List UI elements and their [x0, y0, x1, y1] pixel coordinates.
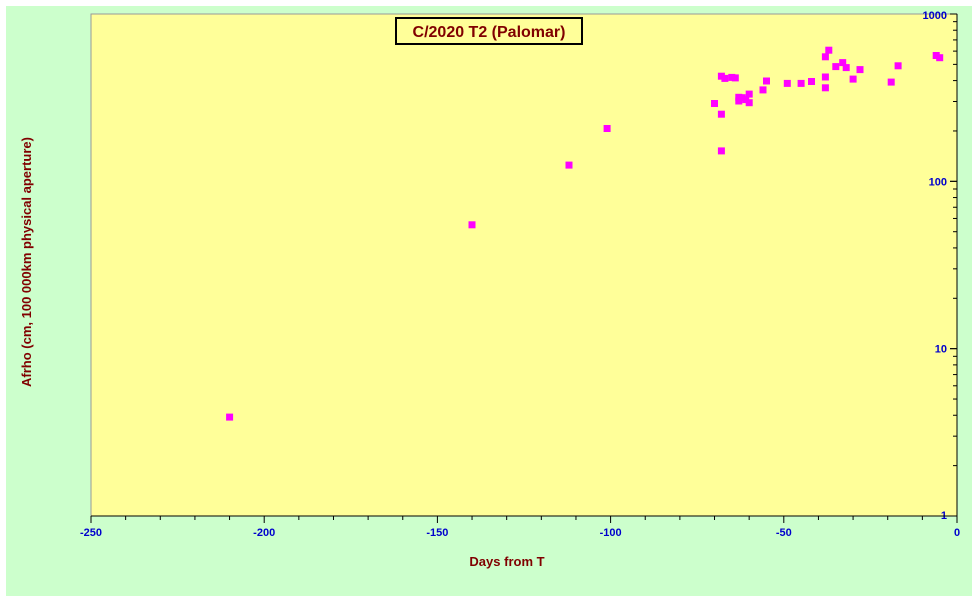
data-point-17	[759, 86, 767, 94]
data-point-16	[745, 90, 753, 98]
x-axis: -250 -200 -150 -100 -50 0	[80, 515, 960, 539]
data-point-25	[825, 46, 833, 54]
chart-title: C/2020 T2 (Palomar)	[413, 24, 566, 41]
data-point-23	[821, 84, 829, 92]
data-point-19	[783, 79, 791, 87]
y-tick-label: 100	[929, 176, 947, 188]
data-point-31	[887, 78, 895, 86]
data-point-6	[717, 147, 725, 155]
y-tick-label: 1000	[923, 10, 947, 22]
data-point-2	[565, 161, 573, 169]
y-tick-label: 10	[935, 344, 947, 356]
data-point-1	[468, 221, 476, 229]
plot-area	[90, 13, 958, 517]
data-point-29	[849, 75, 857, 83]
data-point-21	[808, 78, 815, 85]
data-point-22	[821, 73, 829, 81]
data-point-27	[839, 59, 847, 67]
x-tick-label: -50	[776, 527, 792, 539]
x-tick-label: -150	[426, 527, 448, 539]
data-point-20	[797, 79, 805, 87]
x-tick-label: -100	[600, 527, 622, 539]
y-axis-label: Afrho (cm, 100 000km physical aperture)	[19, 137, 34, 387]
data-point-26	[832, 63, 840, 71]
data-point-34	[936, 54, 944, 62]
data-point-5	[717, 110, 725, 118]
data-point-28	[842, 64, 850, 72]
data-point-10	[731, 74, 739, 82]
data-point-24	[821, 53, 829, 61]
x-tick-label: 0	[954, 527, 960, 539]
data-point-30	[856, 66, 864, 74]
data-point-15	[745, 99, 753, 107]
data-points	[226, 46, 944, 421]
chart-title-box	[395, 17, 583, 45]
data-point-4	[711, 100, 718, 107]
data-point-8	[721, 74, 729, 82]
data-point-32	[894, 62, 902, 70]
data-point-0	[226, 413, 234, 421]
x-axis-label: Days from T	[469, 554, 544, 569]
data-point-3	[603, 125, 611, 132]
data-point-18	[763, 77, 770, 85]
x-tick-label: -250	[80, 527, 102, 539]
x-tick-label: -200	[253, 527, 275, 539]
